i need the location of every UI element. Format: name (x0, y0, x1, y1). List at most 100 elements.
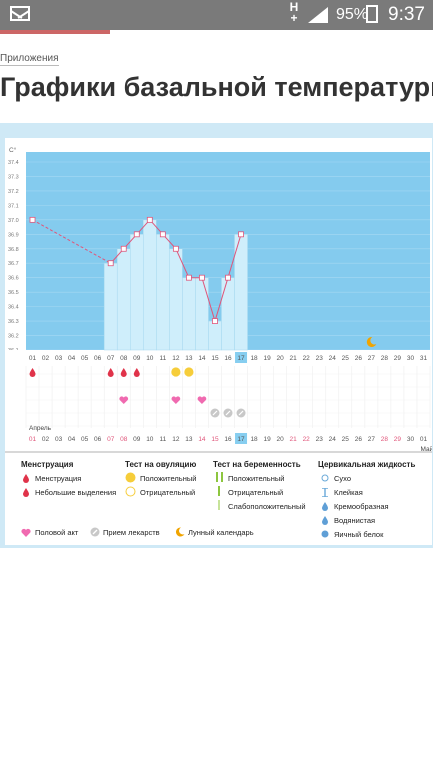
today-marker (235, 352, 248, 363)
x-tick-label: 28 (381, 355, 389, 362)
month-label: Апрель (29, 425, 52, 432)
drop-icon (23, 474, 29, 483)
bottom-day-label: 07 (107, 436, 115, 443)
bbt-chart[interactable]: C° 37.4 37.3 37.2 37.1 37.0 36.9 36.8 36.7 36.6 36… (5, 138, 432, 458)
x-tick-label: 30 (407, 355, 415, 362)
bottom-day-label: 23 (316, 436, 324, 443)
bottom-day-label: 27 (368, 436, 376, 443)
y-tick-label: 36.4 (8, 305, 19, 311)
y-tick-label: 36.7 (8, 261, 19, 267)
x-tick-label: 04 (68, 355, 76, 362)
bottom-day-band (5, 432, 432, 446)
temperature-point (159, 231, 166, 238)
bottom-day-label: 18 (250, 436, 258, 443)
legend-item: Положительный (228, 474, 285, 483)
creamy-icon (322, 502, 328, 511)
y-tick-label: 36.5 (8, 290, 19, 296)
x-tick-label: 21 (290, 355, 298, 362)
x-tick-label: 18 (250, 355, 258, 362)
drop-icon (133, 368, 140, 377)
symptom-grid (5, 366, 432, 428)
ovulation-positive-icon (125, 472, 136, 483)
bottom-day-label: 26 (355, 436, 363, 443)
bottom-day-label: 14 (198, 436, 206, 443)
moon-icon (366, 336, 377, 347)
pregnancy-negative-icon (218, 486, 220, 496)
signal-icon (308, 7, 328, 23)
x-tick-label: 07 (107, 355, 115, 362)
x-tick-label: 31 (420, 355, 428, 362)
drop-icon (107, 368, 114, 377)
legend-item: Прием лекарств (103, 528, 160, 537)
y-tick-label: 37.0 (8, 218, 19, 224)
temperature-bar (234, 234, 248, 351)
x-tick-label: 05 (81, 355, 89, 362)
next-month-label: Май (420, 445, 432, 453)
ovulation-negative-icon (125, 486, 136, 497)
x-tick-label: 17 (237, 355, 245, 362)
x-tick-label: 11 (159, 355, 166, 362)
x-tick-label: 24 (329, 355, 337, 362)
pill-icon-stroke (238, 410, 244, 416)
bottom-day-label: 06 (94, 436, 102, 443)
bottom-day-label: 30 (407, 436, 415, 443)
y-tick-label: 36.2 (8, 334, 19, 340)
bottom-day-label: 15 (211, 436, 219, 443)
pregnancy-positive-icon (216, 472, 223, 482)
temperature-bar (169, 248, 183, 351)
legend-item: Отрицательный (228, 488, 284, 497)
bottom-day-label: 29 (394, 436, 402, 443)
sticky-icon (322, 488, 328, 497)
x-tick-label: 29 (394, 355, 402, 362)
x-tick-label: 09 (133, 355, 141, 362)
legend-ovulation-title: Тест на овуляцию (125, 460, 197, 469)
temperature-bar (195, 277, 209, 351)
legend-item: Лунный календарь (188, 528, 254, 537)
x-tick-label: 02 (42, 355, 50, 362)
x-tick-label: 15 (211, 355, 219, 362)
x-tick-label: 06 (94, 355, 102, 362)
breadcrumb[interactable]: Приложения (0, 53, 59, 66)
x-tick-label: 26 (355, 355, 363, 362)
bottom-day-label: 19 (263, 436, 271, 443)
temperature-point (238, 231, 244, 238)
chart-card: C° 37.4 37.3 37.2 37.1 37.0 36.9 36.8 36.7 36.6 36… (5, 138, 432, 545)
heart-icon (21, 528, 31, 537)
pregnancy-weak-icon (218, 500, 220, 510)
bottom-day-label: 25 (342, 436, 350, 443)
pill-icon (90, 527, 100, 537)
temperature-point (120, 245, 127, 252)
x-tick-label: 20 (277, 355, 285, 362)
watery-icon (322, 516, 328, 525)
temperature-bar (156, 234, 170, 351)
today-marker-bottom (235, 433, 248, 444)
page-title: Графики базальной температуры (0, 72, 433, 102)
legend-item: Слабоположительный (228, 502, 306, 511)
heart-icon (171, 396, 181, 404)
bottom-day-label: 13 (185, 436, 193, 443)
legend-menstruation-title: Менструация (21, 460, 74, 469)
heart-icon (119, 396, 129, 404)
dry-icon (321, 474, 329, 482)
bottom-day-label: 02 (42, 436, 50, 443)
legend-item: Небольшие выделения (35, 488, 117, 497)
y-tick-label: 37.4 (8, 160, 19, 166)
x-tick-label: 03 (55, 355, 63, 362)
temperature-bar (130, 234, 144, 351)
temperature-bar (103, 262, 118, 351)
legend-item: Отрицательный (140, 488, 196, 497)
x-tick-label: 14 (198, 355, 206, 362)
temperature-point (107, 260, 114, 267)
y-tick-label: 36.3 (8, 319, 19, 325)
bottom-day-label: 01 (29, 436, 37, 443)
temperature-point (29, 216, 36, 223)
y-tick-label: 36.6 (8, 276, 19, 282)
legend-item: Клейкая (334, 488, 363, 497)
bottom-day-label: 04 (68, 436, 76, 443)
legend-item: Водянистая (334, 516, 376, 525)
drop-icon (29, 368, 36, 377)
y-tick-label: 37.2 (8, 189, 19, 195)
bottom-day-label: 11 (159, 436, 166, 443)
legend-item: Менструация (35, 474, 82, 483)
mail-icon (10, 6, 30, 21)
